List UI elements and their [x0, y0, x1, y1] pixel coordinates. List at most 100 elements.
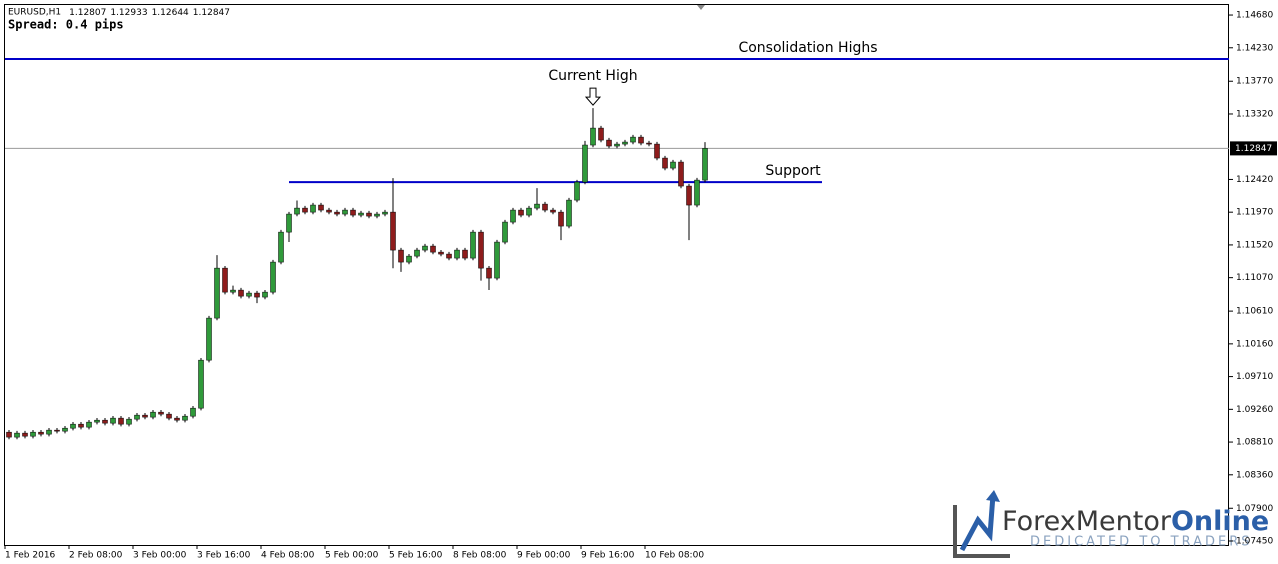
current-high-label: Current High	[548, 68, 637, 84]
y-tick-label: 1.09260	[1236, 405, 1273, 415]
candle-body	[206, 317, 212, 361]
candle-body	[590, 127, 596, 146]
candle-body	[198, 359, 204, 409]
y-tick-label: 1.13320	[1236, 109, 1273, 119]
logo-word: Online	[1171, 506, 1269, 537]
candle-body	[534, 203, 540, 209]
candle-body	[406, 255, 412, 263]
candle-body	[422, 245, 428, 251]
header-price: 1.12847	[193, 8, 230, 18]
candle-body	[478, 231, 484, 269]
candle-body	[502, 221, 508, 243]
candle-body	[174, 417, 180, 421]
logo-word: Forex	[1002, 506, 1076, 537]
candle-body	[334, 211, 340, 215]
logo-mark	[953, 505, 1010, 558]
logo: ForexMentorOnline DEDICATED TO TRADERS	[953, 490, 1269, 558]
candle-body	[358, 212, 364, 216]
y-tick-label: 1.11970	[1236, 208, 1273, 218]
y-tick-label: 1.14230	[1236, 43, 1273, 53]
candle-body	[622, 141, 628, 145]
candle-body	[382, 211, 388, 215]
candle-body	[102, 419, 108, 424]
candle-body	[38, 431, 44, 435]
candle-body	[222, 267, 228, 293]
candle-body	[126, 418, 132, 425]
candle-body	[574, 181, 580, 201]
candle-body	[638, 136, 644, 144]
candle-body	[446, 253, 452, 259]
candle-body	[30, 431, 36, 437]
candle-body	[278, 231, 284, 263]
candle-body	[270, 261, 276, 293]
header-price: 1.12807	[69, 8, 106, 18]
y-tick-label: 1.07900	[1236, 504, 1273, 514]
candle-body	[118, 417, 124, 425]
candle-body	[150, 411, 156, 418]
y-tick-label: 1.11070	[1236, 273, 1273, 283]
x-tick-label: 3 Feb 00:00	[133, 551, 187, 561]
candle-body	[54, 429, 60, 432]
header-price: 1.12644	[152, 8, 189, 18]
candle-body	[398, 249, 404, 263]
level-label: Consolidation Highs	[738, 40, 877, 56]
candle-body	[318, 204, 324, 211]
y-tick-label: 1.09710	[1236, 372, 1273, 382]
y-tick-label: 1.07450	[1236, 536, 1273, 546]
x-tick-label: 5 Feb 00:00	[325, 551, 379, 561]
candle-body	[678, 161, 684, 187]
current-price-label: 1.12847	[1235, 144, 1272, 154]
y-tick-label: 1.10160	[1236, 339, 1273, 349]
x-tick-label: 9 Feb 16:00	[581, 551, 635, 561]
candle-body	[46, 429, 52, 435]
y-tick-label: 1.14680	[1236, 11, 1273, 21]
candle-body	[230, 289, 236, 293]
candle-body	[430, 245, 436, 253]
candle-body	[662, 157, 668, 169]
candle-body	[462, 249, 468, 259]
candle-body	[702, 148, 708, 181]
candle-body	[374, 213, 380, 217]
candle-body	[94, 419, 100, 423]
logo-mark	[959, 494, 996, 552]
x-tick-label: 4 Feb 08:00	[261, 551, 315, 561]
spread: Spread: 0.4 pips	[8, 18, 124, 32]
candle-body	[302, 207, 308, 213]
candle-body	[558, 211, 564, 227]
candle-body	[246, 292, 252, 297]
candle-body	[670, 161, 676, 169]
candle-body	[646, 142, 652, 145]
candle-body	[510, 209, 516, 223]
logo-tagline: DEDICATED TO TRADERS	[1030, 535, 1252, 550]
candle-body	[254, 292, 260, 298]
candle-body	[566, 199, 572, 227]
candle-body	[486, 267, 492, 279]
logo-word: Mentor	[1076, 506, 1172, 537]
y-tick-label: 1.08360	[1236, 470, 1273, 480]
candle-body	[542, 203, 548, 211]
header-symbol: EURUSD,H1 1.12807 1.12933 1.12644 1.12847	[8, 8, 230, 18]
x-tick-label: 9 Feb 00:00	[517, 551, 571, 561]
y-tick-label: 1.08810	[1236, 438, 1273, 448]
candle-body	[598, 127, 604, 141]
candle-body	[494, 241, 500, 279]
x-tick-label: 1 Feb 2016	[5, 551, 56, 561]
candle-body	[70, 423, 76, 429]
candle-body	[262, 291, 268, 298]
candle-body	[438, 251, 444, 255]
candle-body	[366, 212, 372, 217]
candle-body	[214, 267, 220, 319]
candle-body	[134, 414, 140, 420]
y-tick-label: 1.11520	[1236, 240, 1273, 250]
candle-body	[686, 185, 692, 206]
candle-body	[454, 249, 460, 259]
candle-body	[110, 417, 116, 424]
current-price-box	[1230, 141, 1277, 156]
candle-body	[342, 209, 348, 215]
y-tick-label: 1.10610	[1236, 307, 1273, 317]
candle-body	[582, 144, 588, 183]
candle-body	[350, 209, 356, 216]
candle-body	[166, 413, 172, 419]
candle-body	[414, 249, 420, 257]
